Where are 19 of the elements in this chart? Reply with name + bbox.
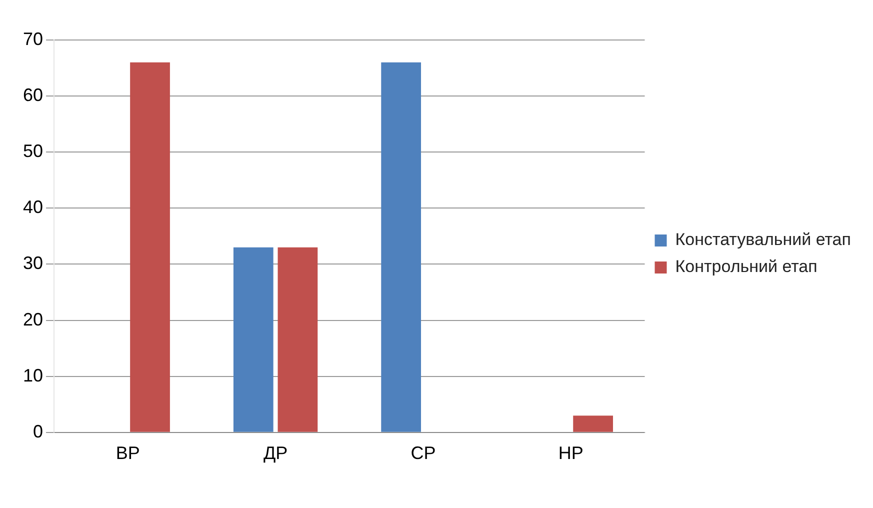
y-tick-label: 20 xyxy=(22,309,44,330)
y-tick-label: 50 xyxy=(22,141,44,162)
y-tick-label: 60 xyxy=(22,85,44,106)
bar xyxy=(573,416,613,432)
bar xyxy=(130,62,170,432)
y-tick-label: 10 xyxy=(22,365,44,386)
x-tick-label: ДР xyxy=(263,443,288,464)
x-tick-label: НР xyxy=(558,443,584,464)
bar xyxy=(278,247,318,432)
y-tick-label: 40 xyxy=(22,197,44,218)
y-tick-label: 30 xyxy=(22,253,44,274)
x-tick-label: ВР xyxy=(116,443,140,464)
x-tick-label: СР xyxy=(410,443,436,464)
legend-label: Контрольний етап xyxy=(675,257,818,276)
y-tick-label: 70 xyxy=(22,28,44,49)
legend-label: Констатувальний етап xyxy=(675,230,851,250)
y-tick-label: 0 xyxy=(33,421,44,442)
bar xyxy=(381,62,422,432)
bar xyxy=(233,247,274,432)
